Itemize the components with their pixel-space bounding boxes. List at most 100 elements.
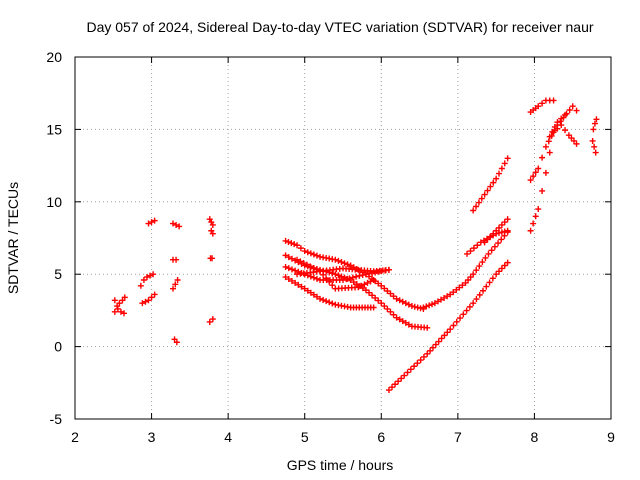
data-point <box>447 326 454 333</box>
data-point <box>493 175 500 182</box>
data-point <box>481 239 488 246</box>
data-point <box>297 245 304 252</box>
data-point <box>402 300 409 307</box>
data-point <box>117 308 124 315</box>
data-point <box>282 263 289 270</box>
data-point <box>173 256 180 263</box>
data-point <box>527 227 534 234</box>
data-point <box>209 255 216 262</box>
data-point <box>364 279 371 286</box>
data-point <box>450 289 457 296</box>
data-point <box>424 350 431 357</box>
data-point <box>496 170 503 177</box>
data-point <box>487 183 494 190</box>
data-point <box>466 303 473 310</box>
x-tick-label: 5 <box>301 429 309 445</box>
data-point <box>170 220 177 227</box>
data-point <box>535 103 542 110</box>
data-point <box>307 250 314 257</box>
x-tick-label: 6 <box>377 429 385 445</box>
data-point <box>353 281 360 288</box>
data-point <box>285 254 292 261</box>
data-point <box>307 263 314 270</box>
series-trace-2 <box>111 297 128 317</box>
data-point <box>481 191 488 198</box>
data-point <box>301 248 308 255</box>
data-point <box>384 287 391 294</box>
data-point <box>292 267 299 274</box>
data-point <box>390 293 397 300</box>
data-point <box>501 160 508 167</box>
data-point <box>375 280 382 287</box>
data-point <box>504 216 511 223</box>
grid <box>75 57 611 419</box>
series-trace-10 <box>206 216 216 228</box>
data-point <box>420 353 427 360</box>
data-point <box>317 268 324 275</box>
y-tick-label: -5 <box>50 411 63 427</box>
data-point <box>381 303 388 310</box>
data-point <box>396 297 403 304</box>
data-point <box>121 294 128 301</box>
data-point <box>384 305 391 312</box>
data-point <box>473 296 480 303</box>
data-point <box>375 297 382 304</box>
data-point <box>405 321 412 328</box>
data-point <box>414 360 421 367</box>
data-point <box>362 287 369 294</box>
data-point <box>420 304 427 311</box>
data-point <box>434 298 441 305</box>
data-point <box>367 278 374 285</box>
data-point <box>335 257 342 264</box>
data-point <box>444 293 451 300</box>
data-point <box>407 366 414 373</box>
y-axis-tick-labels: -5 0 5 10 15 20 <box>46 49 62 427</box>
data-point <box>484 187 491 194</box>
data-point <box>549 128 556 135</box>
data-point <box>393 314 400 321</box>
data-point <box>496 268 503 275</box>
data-point <box>488 247 495 254</box>
data-point <box>344 261 351 268</box>
chart-title: Day 057 of 2024, Sidereal Day-to-day VTE… <box>86 19 593 35</box>
data-point <box>474 242 481 249</box>
data-point <box>329 270 336 277</box>
data-point <box>546 149 553 156</box>
data-point <box>151 217 158 224</box>
data-point <box>347 262 354 269</box>
series-trace-5 <box>145 217 158 227</box>
data-point <box>358 282 365 289</box>
series-trace-24 <box>481 216 511 246</box>
data-point <box>353 273 360 280</box>
series-trace-29 <box>590 116 600 133</box>
series-trace-21 <box>385 259 511 394</box>
data-point <box>176 223 183 230</box>
data-point <box>173 221 180 228</box>
data-point <box>482 254 489 261</box>
data-point <box>562 111 569 118</box>
data-point <box>378 282 385 289</box>
data-point <box>476 263 483 270</box>
data-point <box>298 283 305 290</box>
data-point <box>310 251 317 258</box>
data-point <box>307 289 314 296</box>
data-point <box>209 316 216 323</box>
data-point <box>473 267 480 274</box>
data-point <box>483 283 490 290</box>
data-point <box>591 143 598 150</box>
data-point <box>592 149 599 156</box>
data-point <box>323 275 330 282</box>
data-point <box>504 259 511 266</box>
data-point <box>341 260 348 267</box>
series-trace-4 <box>139 291 158 307</box>
data-point <box>487 233 494 240</box>
data-point <box>408 303 415 310</box>
data-point <box>292 279 299 286</box>
data-point <box>310 291 317 298</box>
x-tick-label: 9 <box>607 429 615 445</box>
data-point <box>116 300 123 307</box>
data-point <box>143 274 150 281</box>
data-point <box>338 259 345 266</box>
data-point <box>490 179 497 186</box>
